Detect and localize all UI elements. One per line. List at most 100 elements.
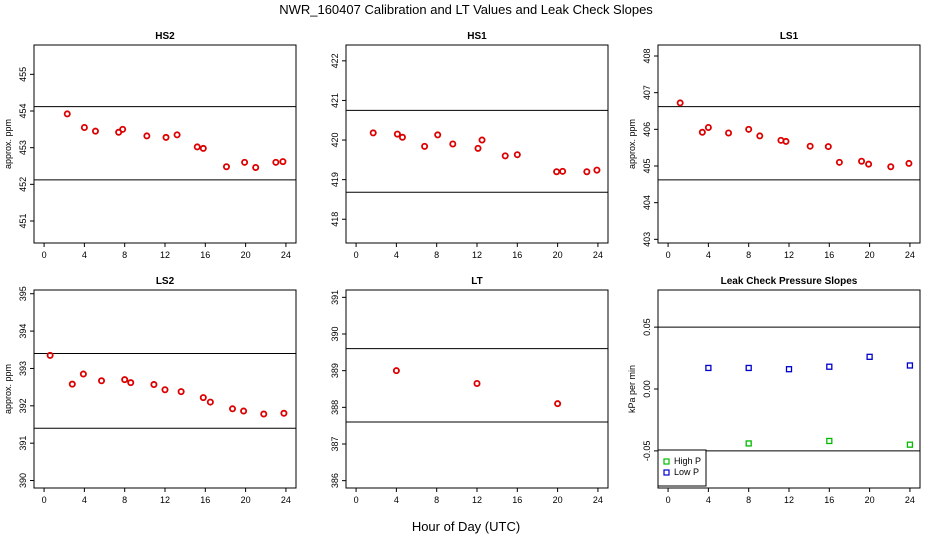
y-tick-label: 451 [18,213,28,228]
data-point [676,99,684,107]
y-tick-label: 386 [330,473,340,488]
data-point [222,163,230,171]
data-point [434,131,442,139]
data-point [229,405,237,413]
chart-panel-6: Leak Check Pressure Slopes kPa per min 0 4 8… [627,276,921,505]
x-tick-label: 20 [865,250,875,260]
y-tick-label: 454 [18,103,28,118]
y-axis-label: approx. ppm [627,119,637,169]
x-tick-label: 4 [394,250,399,260]
y-tick-label: 420 [330,133,340,148]
figure-title: NWR_160407 Calibration and LT Values and… [279,2,653,17]
data-point [474,144,482,152]
y-tick-label: 388 [330,400,340,415]
data-point [449,140,457,148]
data-point [280,409,288,417]
x-tick-label: 20 [553,495,563,505]
x-tick-label: 16 [200,495,210,505]
x-tick-label: 0 [666,495,671,505]
chart-panel-5: LT 0 4 8 12 16 20 24 386 387 388 389 390 391 [330,276,609,505]
data-point [392,367,400,375]
data-point [98,377,106,385]
y-tick-label: -0.05 [642,441,652,462]
data-point [553,168,561,176]
x-tick-label: 4 [394,495,399,505]
data-point [583,168,591,176]
data-point [835,158,843,166]
y-tick-label: 405 [642,158,652,173]
y-tick-label: 391 [330,290,340,305]
x-tick-label: 24 [281,250,291,260]
x-tick-label: 12 [472,495,482,505]
y-tick-label: 419 [330,172,340,187]
data-point [369,129,377,137]
x-tick-label: 8 [434,495,439,505]
data-point [173,131,181,139]
data-point [177,388,185,396]
data-point [241,158,249,166]
y-axis-label: approx. ppm [3,364,13,414]
data-point [906,441,914,448]
data-point [858,157,866,165]
x-tick-label: 12 [160,495,170,505]
x-tick-label: 12 [784,495,794,505]
data-point [887,163,895,171]
plot-frame [345,44,609,244]
x-tick-label: 16 [824,250,834,260]
data-point [393,130,401,138]
panel-title: LS1 [780,31,799,42]
data-point [866,353,873,360]
x-tick-label: 0 [666,250,671,260]
data-point [593,166,601,174]
x-tick-label: 0 [42,495,47,505]
data-point [704,124,712,132]
data-point [785,366,793,373]
x-tick-label: 12 [160,250,170,260]
x-tick-label: 4 [82,495,87,505]
y-tick-label: 406 [642,122,652,137]
data-point [501,152,509,160]
data-point [398,133,406,141]
panel-title: HS1 [467,31,487,42]
legend-entry: Low P [674,467,699,477]
panel-title: Leak Check Pressure Slopes [721,276,858,287]
plot-frame [345,289,609,489]
chart-panel-4: LS2 approx. ppm 0 4 8 12 16 20 24 390 391 392 393 394… [3,276,297,505]
x-tick-label: 16 [512,495,522,505]
y-tick-label: 0.05 [642,318,652,336]
data-point [252,163,260,171]
y-tick-label: 408 [642,48,652,63]
data-point [206,398,214,406]
x-tick-label: 24 [905,250,915,260]
chart-panel-3: LS1 approx. ppm 0 4 8 12 16 20 24 403 404 405 406 407… [627,31,921,260]
data-point [119,125,127,133]
data-point [698,128,706,136]
y-tick-label: 418 [330,212,340,227]
legend-marker [663,458,670,465]
x-tick-label: 4 [82,250,87,260]
x-tick-label: 8 [746,495,751,505]
data-point [91,127,99,135]
chart-panel-2: HS1 0 4 8 12 16 20 24 418 419 420 421 422 [330,31,609,260]
x-tick-label: 16 [512,250,522,260]
y-tick-label: 389 [330,363,340,378]
data-point [745,440,752,447]
data-point [865,160,873,168]
x-tick-label: 20 [553,250,563,260]
data-point [63,110,71,118]
x-tick-label: 0 [42,250,47,260]
data-point [193,143,201,151]
x-tick-label: 16 [200,250,210,260]
data-point [150,381,158,389]
data-point [745,364,752,372]
data-point [161,386,169,394]
data-point [127,379,135,387]
y-tick-label: 394 [18,324,28,339]
y-tick-label: 422 [330,53,340,68]
data-point [906,362,914,369]
legend-entry: High P [674,456,701,466]
x-tick-label: 8 [122,250,127,260]
x-tick-label: 20 [241,250,251,260]
data-point [199,144,207,152]
